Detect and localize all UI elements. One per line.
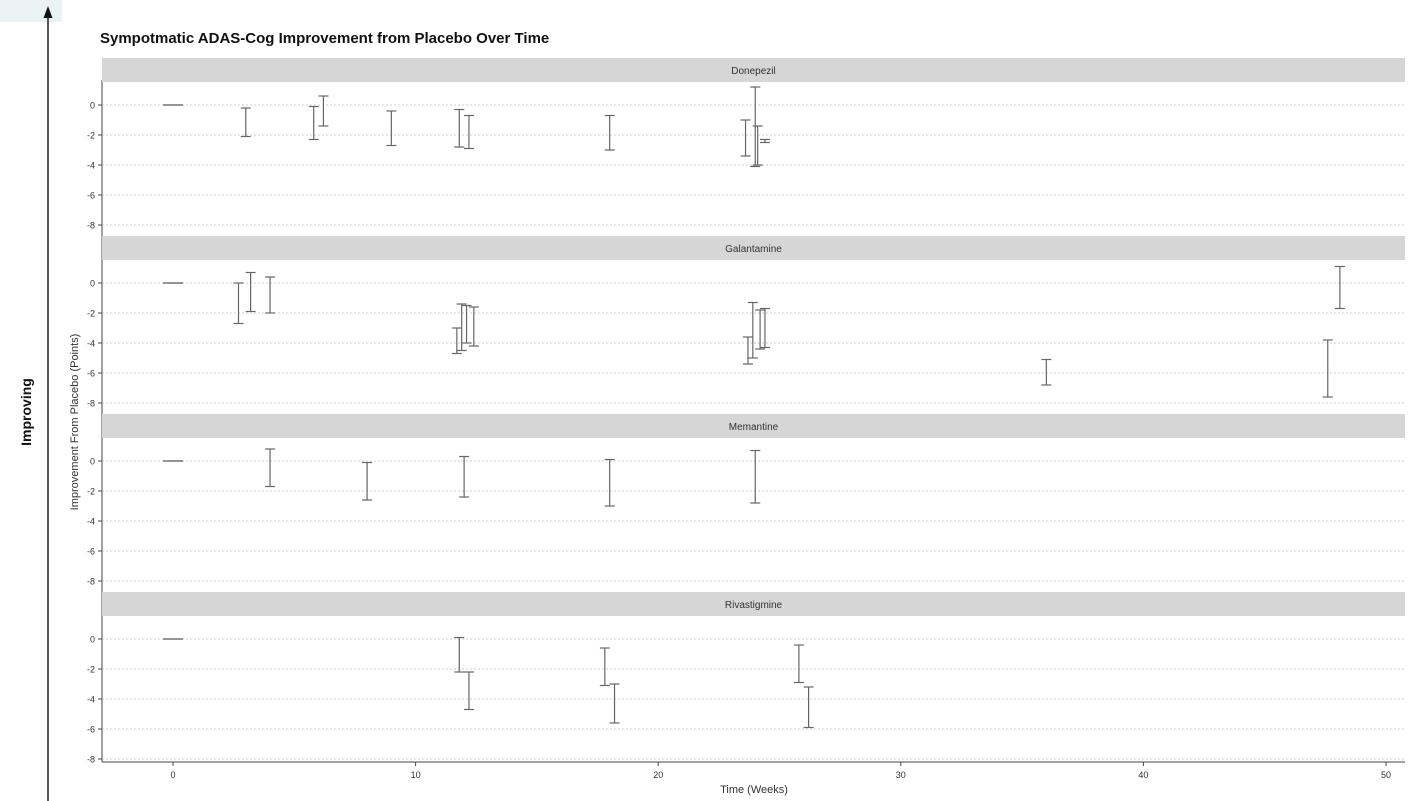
error-bar [747,301,758,359]
error-bar [468,306,479,347]
y-tick-label: -4 [87,339,95,349]
error-bar [750,86,761,168]
error-bar [459,455,470,498]
error-bar [386,110,397,147]
y-tick-label: -4 [87,695,95,705]
y-tick-label: -2 [87,131,95,141]
panel-strip-label: Rivastigmine [725,600,783,611]
error-bar [752,125,763,166]
error-bar [308,105,319,141]
error-bar [233,282,244,325]
y-tick-label: -4 [87,161,95,171]
x-tick-label: 0 [170,770,175,780]
error-bar [265,276,276,314]
error-bar [604,114,615,151]
error-bar [1041,358,1052,386]
error-bar [759,307,770,349]
error-bar [454,108,465,148]
y-tick-label: -8 [87,755,95,765]
x-tick-label: 10 [411,770,421,780]
y-tick-label: -2 [87,309,95,319]
error-bar [609,683,620,724]
error-bar [742,336,753,365]
x-tick-label: 50 [1381,770,1391,780]
chart-title: Sympotmatic ADAS-Cog Improvement from Pl… [100,30,550,47]
x-tick-label: 40 [1138,770,1148,780]
y-tick-label: -6 [87,725,95,735]
y-tick-label: -8 [87,399,95,409]
error-bar [245,271,256,313]
y-tick-label: -4 [87,517,95,527]
error-bar [318,95,329,127]
error-bar [750,449,761,504]
y-tick-label: -8 [87,577,95,587]
error-bar [1334,265,1345,310]
panel-strip-label: Galantamine [725,244,782,255]
error-bar [599,647,610,687]
y-axis-label: Improvement From Placebo (Points) [69,334,81,511]
error-bar [604,458,615,507]
y-tick-label: -8 [87,221,95,231]
panel-strip [102,58,1405,82]
side-band [0,0,62,801]
y-tick-label: 0 [90,279,95,289]
y-tick-label: 0 [90,635,95,645]
y-tick-label: 0 [90,457,95,467]
panel-strip-label: Memantine [729,422,779,433]
error-bar [461,304,472,344]
y-tick-label: -2 [87,665,95,675]
error-bar [740,119,751,157]
panel-strip [102,236,1405,260]
y-tick-label: -6 [87,547,95,557]
error-bar [793,644,804,684]
panel-strip [102,592,1405,616]
x-tick-label: 20 [653,770,663,780]
x-axis-label: Time (Weeks) [720,784,788,796]
error-bar [463,671,474,711]
error-bar [755,309,766,350]
panel-strip-label: Donepezil [731,66,775,77]
error-bar [1322,339,1333,398]
y-tick-label: -2 [87,487,95,497]
error-bar [362,461,373,501]
error-bar [265,448,276,488]
error-bar [451,327,462,355]
error-bar [759,138,770,144]
error-bar [454,636,465,673]
y-tick-label: -6 [87,369,95,379]
error-bar [463,114,474,150]
error-bar [803,686,814,729]
panel-strip [102,414,1405,438]
error-bar [240,107,251,138]
y-tick-label: -6 [87,191,95,201]
y-tick-label: 0 [90,101,95,111]
improving-arrow-head [43,6,53,18]
x-tick-label: 30 [896,770,906,780]
